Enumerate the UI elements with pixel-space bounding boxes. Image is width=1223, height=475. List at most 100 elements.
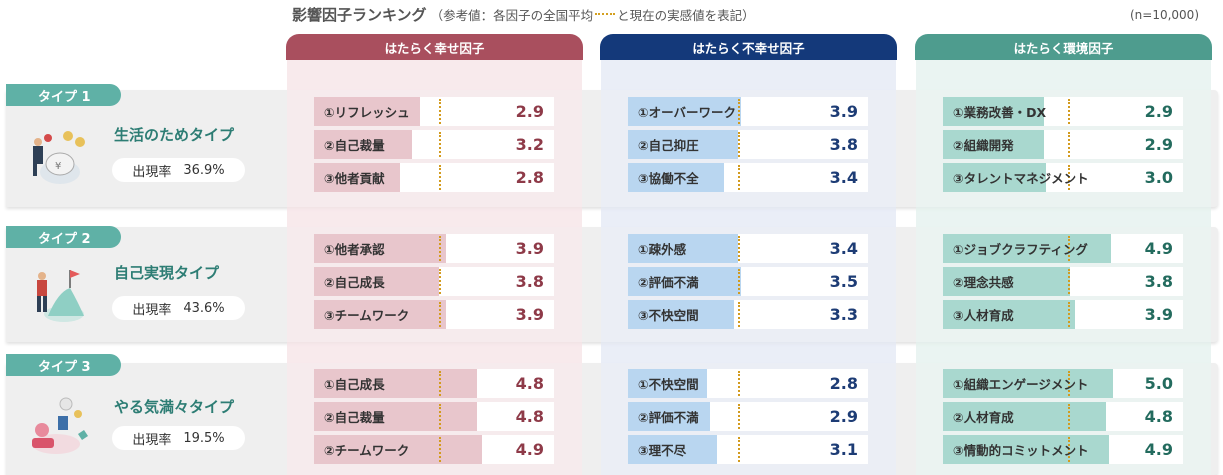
factor-value: 4.9 <box>1144 239 1173 258</box>
money-person-illustration: ¥ <box>24 122 94 188</box>
factor-label: ③タレントマネジメント <box>953 171 1089 186</box>
factor-value: 4.9 <box>515 440 544 459</box>
factor-label: ②評価不満 <box>638 410 699 425</box>
bar-fill <box>943 300 1075 329</box>
type-1-badge: タイプ 1 <box>6 84 121 106</box>
factor-value: 3.8 <box>829 135 858 154</box>
national-average-marker <box>738 132 741 157</box>
national-average-marker <box>1067 269 1070 294</box>
factor-label: ①業務改善・DX <box>953 105 1047 120</box>
happy-factor-bar: ②自己成長 3.8 <box>314 267 554 296</box>
rate-value: 36.9% <box>183 162 225 178</box>
unhappy-factor-bar: ①オーバーワーク 3.9 <box>628 97 868 126</box>
factor-label: ①疎外感 <box>638 242 687 257</box>
national-average-marker <box>738 437 741 462</box>
type-1-name: 生活のためタイプ <box>114 126 235 144</box>
national-average-marker <box>438 236 441 261</box>
svg-text:¥: ¥ <box>55 161 61 172</box>
bar-fill <box>628 435 717 464</box>
factor-value: 2.8 <box>829 374 858 393</box>
happy-factor-bar: ②自己裁量 4.8 <box>314 402 554 431</box>
env-column-header: はたらく環境因子 <box>915 34 1212 60</box>
national-average-marker <box>1067 437 1070 462</box>
bar-fill <box>314 163 401 192</box>
national-average-marker <box>438 269 441 294</box>
national-average-marker <box>738 165 741 190</box>
bar-fill <box>314 97 420 126</box>
page-title: 影響因子ランキング （参考値：各因子の全国平均 と現在の実感値を表記） <box>292 4 755 26</box>
factor-value: 4.9 <box>1144 440 1173 459</box>
type-2-name: 自己実現タイプ <box>114 264 220 282</box>
happy-factor-bar: ①自己成長 4.8 <box>314 369 554 398</box>
bar-fill <box>628 97 741 126</box>
bar-fill <box>314 300 446 329</box>
bar-fill <box>943 234 1111 263</box>
factor-label: ②評価不満 <box>638 275 699 290</box>
bar-fill <box>628 163 724 192</box>
bar-fill <box>943 369 1114 398</box>
env-factor-bar: ②人材育成 4.8 <box>943 402 1183 431</box>
factor-value: 5.0 <box>1144 374 1173 393</box>
motivated-team-illustration <box>24 394 94 460</box>
factor-label: ③チームワーク <box>324 308 410 323</box>
type-2-rate: 出現率 43.6% <box>112 296 245 320</box>
factor-value: 3.0 <box>1144 168 1173 187</box>
bar-fill <box>314 267 439 296</box>
env-factor-bar: ③情動的コミットメント 4.9 <box>943 435 1183 464</box>
factor-label: ③不快空間 <box>638 308 699 323</box>
type-3-rate: 出現率 19.5% <box>112 426 245 450</box>
factor-label: ①不快空間 <box>638 377 699 392</box>
national-average-marker <box>738 404 741 429</box>
factor-value: 3.5 <box>829 272 858 291</box>
national-average-marker <box>1067 236 1070 261</box>
rate-label: 出現率 <box>132 432 172 448</box>
factor-value: 4.8 <box>515 407 544 426</box>
national-average-marker <box>438 371 441 396</box>
bar-fill <box>314 369 478 398</box>
bar-fill <box>943 163 1047 192</box>
factor-label: ①自己成長 <box>324 377 385 392</box>
factor-label: ②自己裁量 <box>324 410 385 425</box>
national-average-marker <box>738 371 741 396</box>
factor-value: 2.9 <box>829 407 858 426</box>
factor-label: ③理不尽 <box>638 443 687 458</box>
bar-fill <box>943 267 1071 296</box>
avg-marker-legend-icon <box>595 12 616 15</box>
bar-fill <box>628 267 741 296</box>
factor-label: ②理念共感 <box>953 275 1014 290</box>
happy-factor-bar: ①リフレッシュ 2.9 <box>314 97 554 126</box>
bar-fill <box>628 234 739 263</box>
factor-value: 3.4 <box>829 168 858 187</box>
factor-label: ②自己裁量 <box>324 138 385 153</box>
national-average-marker <box>1067 99 1070 124</box>
factor-value: 3.2 <box>515 135 544 154</box>
unhappy-factor-bar: ②評価不満 3.5 <box>628 267 868 296</box>
happy-factor-bar: ②チームワーク 4.9 <box>314 435 554 464</box>
env-factor-bar: ②組織開発 2.9 <box>943 130 1183 159</box>
factor-label: ③情動的コミットメント <box>953 443 1089 458</box>
national-average-marker <box>438 437 441 462</box>
bar-fill <box>943 97 1044 126</box>
factor-label: ①オーバーワーク <box>638 105 736 120</box>
env-factor-bar: ③人材育成 3.9 <box>943 300 1183 329</box>
factor-label: ②自己抑圧 <box>638 138 699 153</box>
unhappy-factor-bar: ③協働不全 3.4 <box>628 163 868 192</box>
factor-label: ①ジョブクラフティング <box>953 242 1088 257</box>
factor-value: 3.9 <box>515 305 544 324</box>
factor-label: ③協働不全 <box>638 171 699 186</box>
national-average-marker <box>738 99 741 124</box>
unhappy-factor-bar: ③不快空間 3.3 <box>628 300 868 329</box>
bar-fill <box>943 435 1109 464</box>
national-average-marker <box>438 99 441 124</box>
factor-label: ②組織開発 <box>953 138 1014 153</box>
factor-label: ②人材育成 <box>953 410 1014 425</box>
bar-fill <box>628 300 734 329</box>
happy-factor-bar: ③他者貢献 2.8 <box>314 163 554 192</box>
bar-fill <box>943 402 1107 431</box>
env-factor-bar: ①ジョブクラフティング 4.9 <box>943 234 1183 263</box>
note-suffix: と現在の実感値を表記） <box>617 8 755 23</box>
national-average-marker <box>1067 165 1070 190</box>
ranking-note: （参考値：各因子の全国平均 と現在の実感値を表記） <box>431 5 755 24</box>
factor-value: 4.8 <box>515 374 544 393</box>
national-average-marker <box>738 269 741 294</box>
